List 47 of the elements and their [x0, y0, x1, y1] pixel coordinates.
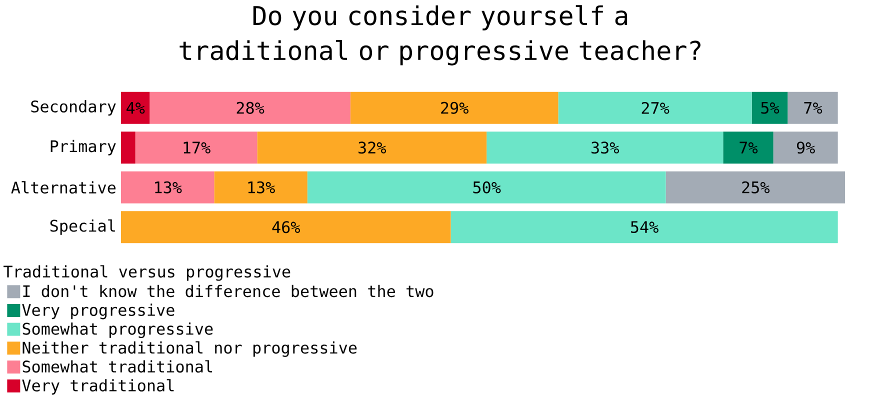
bar — [121, 171, 214, 204]
data-label: 28% — [236, 102, 264, 114]
legend-label: Somewhat traditional — [22, 360, 212, 373]
y-tick-label: Special — [50, 219, 115, 235]
data-label: 7% — [740, 142, 758, 154]
data-label: 46% — [272, 221, 300, 234]
bar — [121, 211, 451, 244]
bar — [121, 92, 150, 124]
bar — [450, 211, 838, 244]
legend-label: Very traditional — [22, 379, 174, 395]
data-label: 9% — [796, 142, 815, 154]
bar — [773, 132, 838, 164]
data-label: 27% — [642, 102, 670, 114]
bar — [121, 132, 136, 164]
data-label: 4% — [126, 102, 145, 114]
data-label: 32% — [358, 142, 386, 154]
chart-title: Do you consider yourself a traditional or progressive teacher? — [180, 5, 700, 66]
bar — [558, 92, 752, 124]
bar — [350, 92, 558, 124]
bar — [214, 171, 308, 204]
bar — [257, 132, 487, 164]
data-label: 13% — [155, 181, 182, 194]
data-label: 5% — [761, 102, 780, 114]
legend-label: Somewhat progressive — [22, 322, 213, 338]
data-label: 17% — [184, 142, 210, 154]
data-label: 33% — [592, 142, 620, 154]
legend-title: Traditional versus progressive — [4, 265, 290, 281]
data-label: 7% — [804, 102, 822, 114]
data-label: 29% — [441, 102, 468, 114]
legend-label: Very progressive — [22, 304, 174, 320]
y-tick-label: Primary — [50, 140, 116, 156]
legend-label: I don't know the difference between the two — [23, 284, 434, 298]
bar — [150, 92, 350, 124]
bar — [723, 132, 774, 164]
bar — [307, 171, 666, 204]
bar — [788, 92, 838, 124]
legend-label: Neither traditional nor progressive — [22, 341, 357, 357]
bar — [486, 132, 724, 164]
y-tick-label: Alternative — [11, 181, 116, 194]
bar — [752, 92, 788, 124]
bar — [135, 132, 258, 164]
data-label: 54% — [631, 221, 658, 234]
y-tick-label: Secondary — [31, 100, 116, 116]
data-label: 13% — [248, 181, 275, 194]
data-label: 50% — [473, 181, 501, 194]
data-label: 25% — [742, 181, 770, 194]
bar — [666, 171, 846, 204]
